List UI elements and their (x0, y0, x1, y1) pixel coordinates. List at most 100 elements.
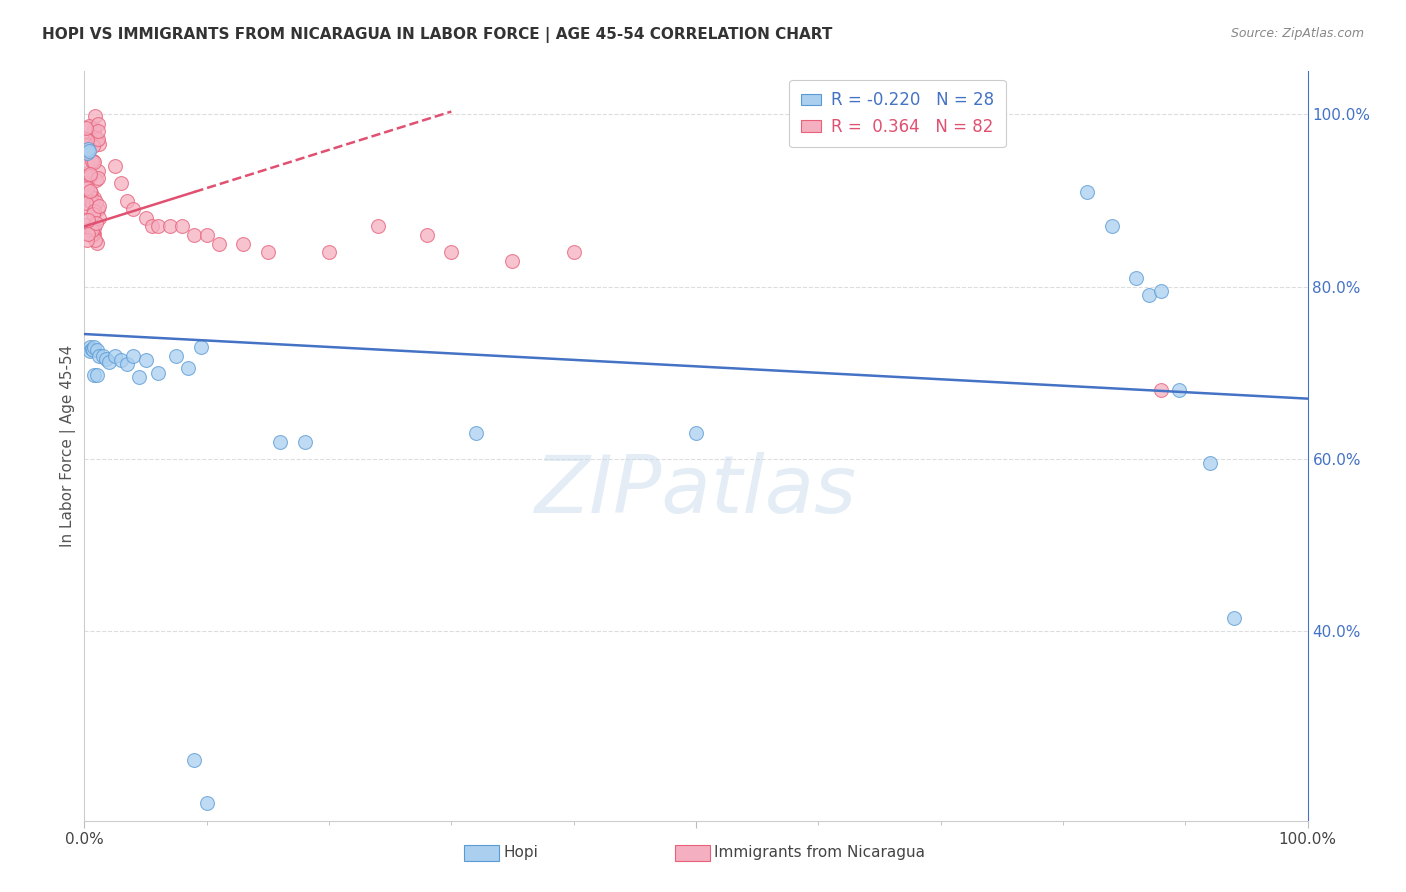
Point (110, 352, 132, 367)
Point (79, 169, 101, 183)
Legend: R = -0.220   N = 28, R =  0.364   N = 82: R = -0.220 N = 28, R = 0.364 N = 82 (789, 79, 1005, 147)
Point (96, 351, 118, 366)
Point (195, 797, 218, 811)
Point (77, 212, 100, 227)
Point (122, 349, 145, 363)
Point (91, 349, 114, 363)
Text: Source: ZipAtlas.com: Source: ZipAtlas.com (1230, 27, 1364, 40)
Point (1150, 284, 1173, 298)
Point (367, 219, 389, 234)
Point (464, 426, 486, 441)
Point (79, 344, 101, 359)
Point (87, 199, 110, 213)
Point (165, 349, 187, 363)
Point (76, 233, 98, 247)
Point (79, 340, 101, 354)
Point (416, 227, 439, 242)
Point (190, 340, 212, 354)
Point (87, 116, 110, 130)
Point (97, 355, 120, 369)
Point (84, 109, 107, 123)
Point (77, 145, 100, 159)
Point (82, 154, 104, 169)
Point (75, 176, 97, 190)
Point (195, 227, 218, 242)
Point (208, 236, 231, 251)
Point (86, 343, 108, 358)
Point (77, 143, 100, 157)
Point (1101, 219, 1123, 234)
Point (76, 133, 98, 147)
Point (183, 227, 205, 242)
Point (82, 227, 104, 241)
Point (84, 194, 107, 209)
Point (86, 368, 108, 382)
Point (269, 434, 291, 449)
Point (77, 131, 100, 145)
Point (82, 154, 104, 169)
Point (135, 211, 157, 225)
Point (87, 202, 110, 216)
Point (80, 342, 103, 356)
Point (79, 184, 101, 198)
Point (75, 138, 97, 153)
Point (76, 167, 98, 181)
Point (75, 219, 97, 233)
Point (77, 227, 100, 241)
Point (84, 129, 107, 144)
Point (86, 133, 108, 147)
Point (159, 219, 181, 234)
Point (83, 233, 105, 247)
Point (79, 167, 101, 181)
Point (83, 340, 105, 354)
Y-axis label: In Labor Force | Age 45-54: In Labor Force | Age 45-54 (60, 345, 76, 547)
Point (1150, 383, 1173, 397)
Point (76, 200, 98, 214)
Point (86, 173, 108, 187)
Point (75, 121, 97, 136)
Point (562, 245, 585, 260)
Point (83, 227, 105, 241)
Point (1198, 456, 1220, 470)
Point (86, 235, 108, 250)
Point (79, 136, 101, 151)
Point (115, 194, 138, 208)
Point (80, 222, 103, 236)
Point (87, 211, 110, 225)
Point (82, 139, 104, 153)
Point (177, 361, 200, 376)
Point (82, 207, 104, 221)
Point (1168, 383, 1191, 397)
Point (77, 144, 100, 158)
Point (294, 434, 316, 449)
Point (141, 219, 163, 234)
Point (79, 186, 101, 201)
Point (115, 357, 138, 371)
Point (122, 202, 145, 216)
Point (318, 245, 340, 260)
Point (82, 343, 104, 358)
Point (502, 253, 524, 268)
Point (1137, 288, 1160, 302)
Point (87, 349, 110, 363)
Point (87, 136, 110, 151)
Point (146, 219, 169, 234)
Point (83, 221, 105, 235)
Point (75, 196, 97, 211)
Point (79, 194, 101, 208)
Point (128, 370, 150, 384)
Point (76, 146, 98, 161)
Point (219, 822, 242, 837)
Point (104, 349, 127, 363)
Point (87, 164, 110, 178)
Point (172, 219, 194, 234)
Point (77, 142, 100, 156)
Text: Immigrants from Nicaragua: Immigrants from Nicaragua (714, 846, 925, 860)
Point (83, 125, 105, 139)
Point (110, 177, 132, 191)
Point (440, 245, 463, 260)
Point (1125, 271, 1147, 285)
Text: Hopi: Hopi (503, 846, 538, 860)
Point (1223, 611, 1246, 625)
Point (76, 156, 98, 170)
